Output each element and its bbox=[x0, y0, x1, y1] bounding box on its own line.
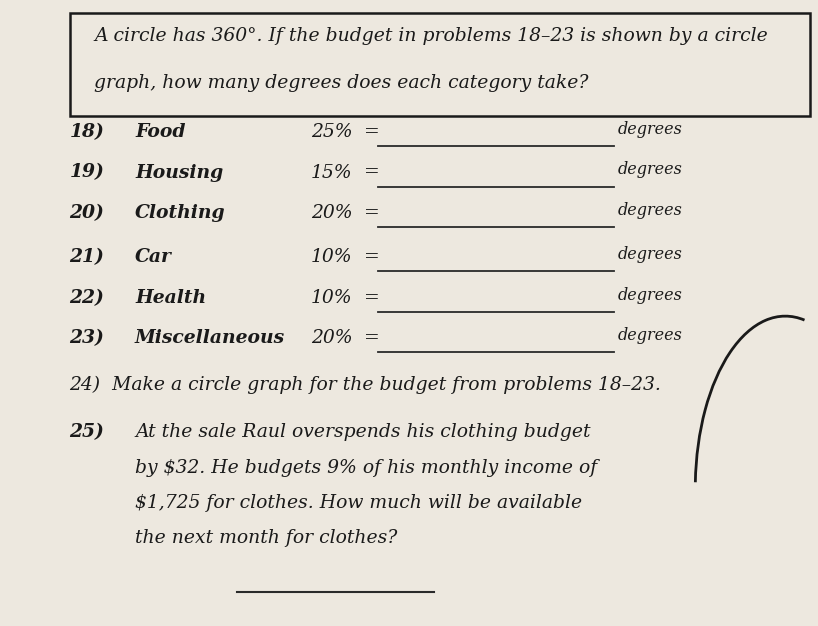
Text: =: = bbox=[364, 163, 380, 182]
Text: 25%: 25% bbox=[311, 123, 353, 141]
Text: degrees: degrees bbox=[618, 202, 682, 219]
Text: degrees: degrees bbox=[618, 121, 682, 138]
Text: the next month for clothes?: the next month for clothes? bbox=[135, 529, 398, 547]
Text: degrees: degrees bbox=[618, 246, 682, 263]
Text: Clothing: Clothing bbox=[135, 204, 226, 222]
Text: A circle has 360°. If the budget in problems 18–23 is shown by a circle: A circle has 360°. If the budget in prob… bbox=[94, 27, 768, 45]
FancyBboxPatch shape bbox=[70, 13, 810, 116]
Text: Health: Health bbox=[135, 289, 206, 307]
Text: =: = bbox=[364, 289, 380, 307]
Text: 19): 19) bbox=[70, 163, 105, 182]
Text: =: = bbox=[364, 123, 380, 141]
Text: 23): 23) bbox=[70, 329, 105, 347]
Text: 10%: 10% bbox=[311, 289, 353, 307]
Text: 18): 18) bbox=[70, 123, 105, 141]
Text: 20): 20) bbox=[70, 204, 105, 222]
Text: 20%: 20% bbox=[311, 204, 353, 222]
Text: 20%: 20% bbox=[311, 329, 353, 347]
Text: 25): 25) bbox=[70, 423, 105, 441]
Text: 10%: 10% bbox=[311, 248, 353, 266]
Text: =: = bbox=[364, 329, 380, 347]
Text: graph, how many degrees does each category take?: graph, how many degrees does each catego… bbox=[94, 74, 588, 92]
Text: 24)  Make a circle graph for the budget from problems 18–23.: 24) Make a circle graph for the budget f… bbox=[70, 376, 662, 394]
Text: degrees: degrees bbox=[618, 287, 682, 304]
Text: degrees: degrees bbox=[618, 327, 682, 344]
Text: =: = bbox=[364, 204, 380, 222]
Text: Housing: Housing bbox=[135, 163, 223, 182]
Text: Miscellaneous: Miscellaneous bbox=[135, 329, 285, 347]
Text: by $32. He budgets 9% of his monthly income of: by $32. He budgets 9% of his monthly inc… bbox=[135, 459, 597, 477]
Text: 15%: 15% bbox=[311, 163, 353, 182]
Text: Car: Car bbox=[135, 248, 172, 266]
Text: Food: Food bbox=[135, 123, 186, 141]
Text: degrees: degrees bbox=[618, 162, 682, 178]
Text: =: = bbox=[364, 248, 380, 266]
Text: At the sale Raul overspends his clothing budget: At the sale Raul overspends his clothing… bbox=[135, 423, 591, 441]
Text: 21): 21) bbox=[70, 248, 105, 266]
Text: $1,725 for clothes. How much will be available: $1,725 for clothes. How much will be ava… bbox=[135, 494, 582, 512]
Text: 22): 22) bbox=[70, 289, 105, 307]
